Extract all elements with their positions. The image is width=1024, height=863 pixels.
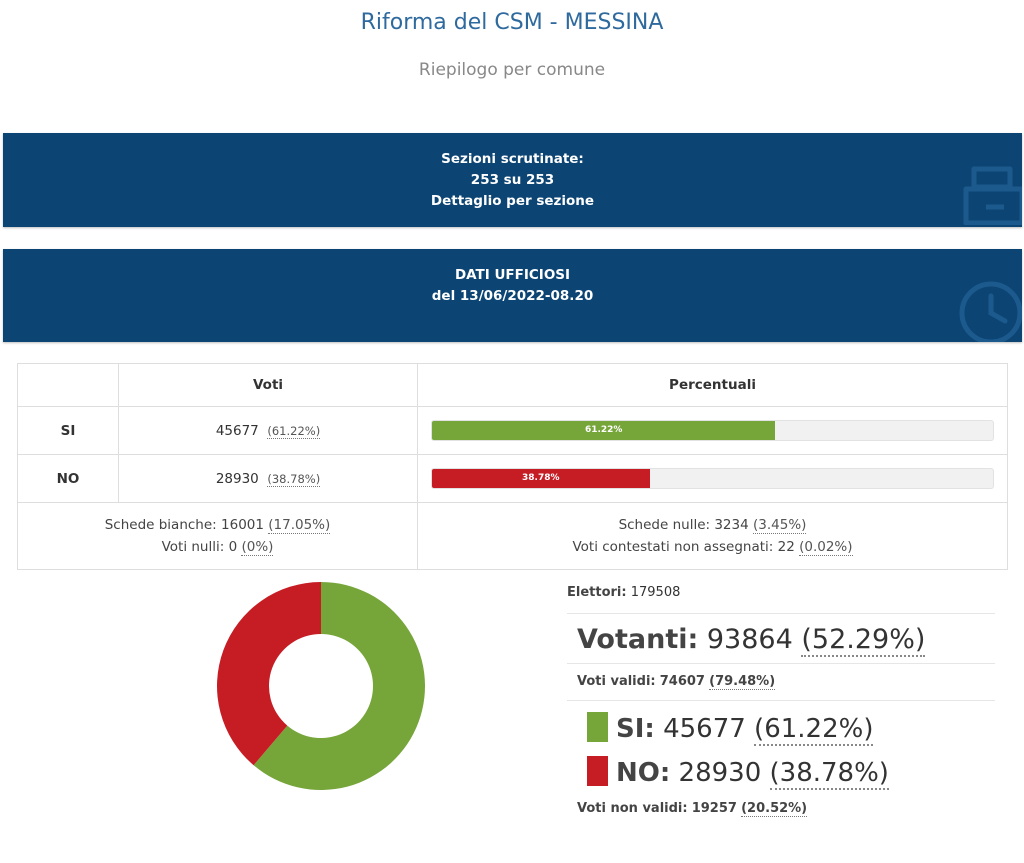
dati-label: DATI UFFICIOSI	[454, 267, 571, 283]
voti-contestati-value: 22	[777, 539, 795, 555]
si-color-swatch	[587, 711, 608, 742]
page-subtitle: Riepilogo per comune	[418, 60, 606, 80]
result-no-pct: (38.78%)	[769, 758, 889, 790]
progress-fill-no: 38.78%	[432, 469, 650, 488]
schede-nulle-value: 3234	[714, 517, 749, 533]
stats-panel: Elettori: 179508 Votanti: 93864 (52.29%)…	[567, 585, 995, 817]
votanti-label: Votanti:	[577, 624, 699, 655]
results-donut-chart	[216, 582, 425, 790]
progress-bar-no: 38.78%	[431, 468, 994, 489]
votanti-value: 93864	[706, 624, 793, 655]
row-votes-no: 28930 (38.78%)	[118, 454, 418, 503]
voti-validi-pct: (79.48%)	[709, 674, 776, 690]
header-voti: Voti	[118, 363, 418, 407]
table-row-si: SI 45677 (61.22%) 61.22%	[17, 406, 1008, 455]
votes-pct-no: (38.78%)	[267, 471, 321, 487]
clock-icon	[959, 281, 1022, 342]
sezioni-count: 253 su 253	[470, 172, 555, 188]
voti-validi-label: Voti validi:	[577, 674, 656, 689]
voti-contestati-pct: (0.02%)	[799, 539, 853, 556]
header-percentuali: Percentuali	[417, 363, 1008, 407]
progress-fill-si: 61.22%	[432, 421, 776, 440]
table-row-no: NO 28930 (38.78%) 38.78%	[17, 454, 1008, 503]
result-si-value: 45677	[663, 714, 746, 744]
votanti-pct: (52.29%)	[801, 624, 926, 657]
voti-contestati: Voti contestati non assegnati: 22 (0.02%…	[419, 536, 1006, 558]
result-lines: SI: 45677 (61.22%) NO: 28930 (38.78%)	[567, 701, 995, 795]
votes-value-si: 45677	[215, 422, 259, 439]
bar-cell-si: 61.22%	[417, 406, 1008, 455]
voti-non-validi-pct: (20.52%)	[741, 801, 808, 817]
sezioni-label: Sezioni scrutinate:	[441, 151, 584, 167]
dettaglio-sezione-link[interactable]: Dettaglio per sezione	[430, 193, 595, 209]
divider	[567, 663, 995, 664]
schede-bianche: Schede bianche: 16001 (17.05%)	[19, 514, 416, 536]
voti-validi-value: 74607	[659, 674, 705, 689]
voti-nulli-pct: (0%)	[241, 539, 274, 556]
elettori-label: Elettori:	[567, 585, 627, 600]
voti-non-validi-value: 19257	[691, 801, 737, 816]
donut-slice-si[interactable]	[253, 582, 425, 790]
summary-right: Schede nulle: 3234 (3.45%) Voti contesta…	[417, 502, 1008, 570]
elettori-value: 179508	[630, 585, 681, 600]
row-votes-si: 45677 (61.22%)	[118, 406, 418, 455]
result-si: SI: 45677 (61.22%)	[567, 707, 995, 751]
table-header-row: Voti Percentuali	[17, 363, 1008, 407]
page-title: Riforma del CSM - MESSINA	[360, 10, 664, 35]
ballot-box-icon	[963, 166, 1022, 225]
bar-cell-no: 38.78%	[417, 454, 1008, 503]
row-label-no: NO	[17, 454, 119, 503]
votanti-row: Votanti: 93864 (52.29%)	[567, 614, 995, 663]
dati-ufficiosi-banner: DATI UFFICIOSI del 13/06/2022-08.20	[3, 249, 1022, 342]
sezioni-scrutinate-banner: Sezioni scrutinate: 253 su 253 Dettaglio…	[3, 133, 1022, 227]
voti-nulli-value: 0	[228, 539, 238, 555]
no-color-swatch	[587, 755, 608, 786]
result-si-label: SI:	[616, 714, 655, 744]
progress-bar-si: 61.22%	[431, 420, 994, 441]
schede-nulle-label: Schede nulle:	[618, 517, 715, 533]
elettori-row: Elettori: 179508	[567, 585, 995, 613]
votes-pct-si: (61.22%)	[267, 423, 321, 439]
header-blank	[17, 363, 119, 407]
row-label-si: SI	[17, 406, 119, 455]
dati-timestamp: del 13/06/2022-08.20	[431, 288, 594, 304]
table-summary-row: Schede bianche: 16001 (17.05%) Voti null…	[17, 502, 1008, 570]
schede-bianche-value: 16001	[221, 517, 264, 533]
voti-non-validi-label: Voti non validi:	[577, 801, 688, 816]
schede-nulle: Schede nulle: 3234 (3.45%)	[419, 514, 1006, 536]
schede-bianche-label: Schede bianche:	[104, 517, 222, 533]
schede-bianche-pct: (17.05%)	[268, 517, 331, 534]
result-no-value: 28930	[678, 758, 762, 788]
voti-non-validi-row: Voti non validi: 19257 (20.52%)	[567, 795, 995, 817]
votes-value-no: 28930	[215, 470, 259, 487]
results-table: Voti Percentuali SI 45677 (61.22%) 61.22…	[17, 363, 1008, 570]
schede-nulle-pct: (3.45%)	[753, 517, 807, 534]
divider	[567, 613, 995, 614]
result-si-pct: (61.22%)	[754, 714, 874, 746]
donut-slice-no[interactable]	[216, 582, 321, 766]
voti-nulli: Voti nulli: 0 (0%)	[19, 536, 416, 558]
voti-validi-row: Voti validi: 74607 (79.48%)	[567, 664, 995, 700]
voti-nulli-label: Voti nulli:	[161, 539, 229, 555]
result-no-label: NO:	[616, 758, 671, 788]
result-no: NO: 28930 (38.78%)	[567, 751, 995, 795]
divider	[567, 700, 995, 701]
summary-left: Schede bianche: 16001 (17.05%) Voti null…	[17, 502, 418, 570]
voti-contestati-label: Voti contestati non assegnati:	[572, 539, 778, 555]
